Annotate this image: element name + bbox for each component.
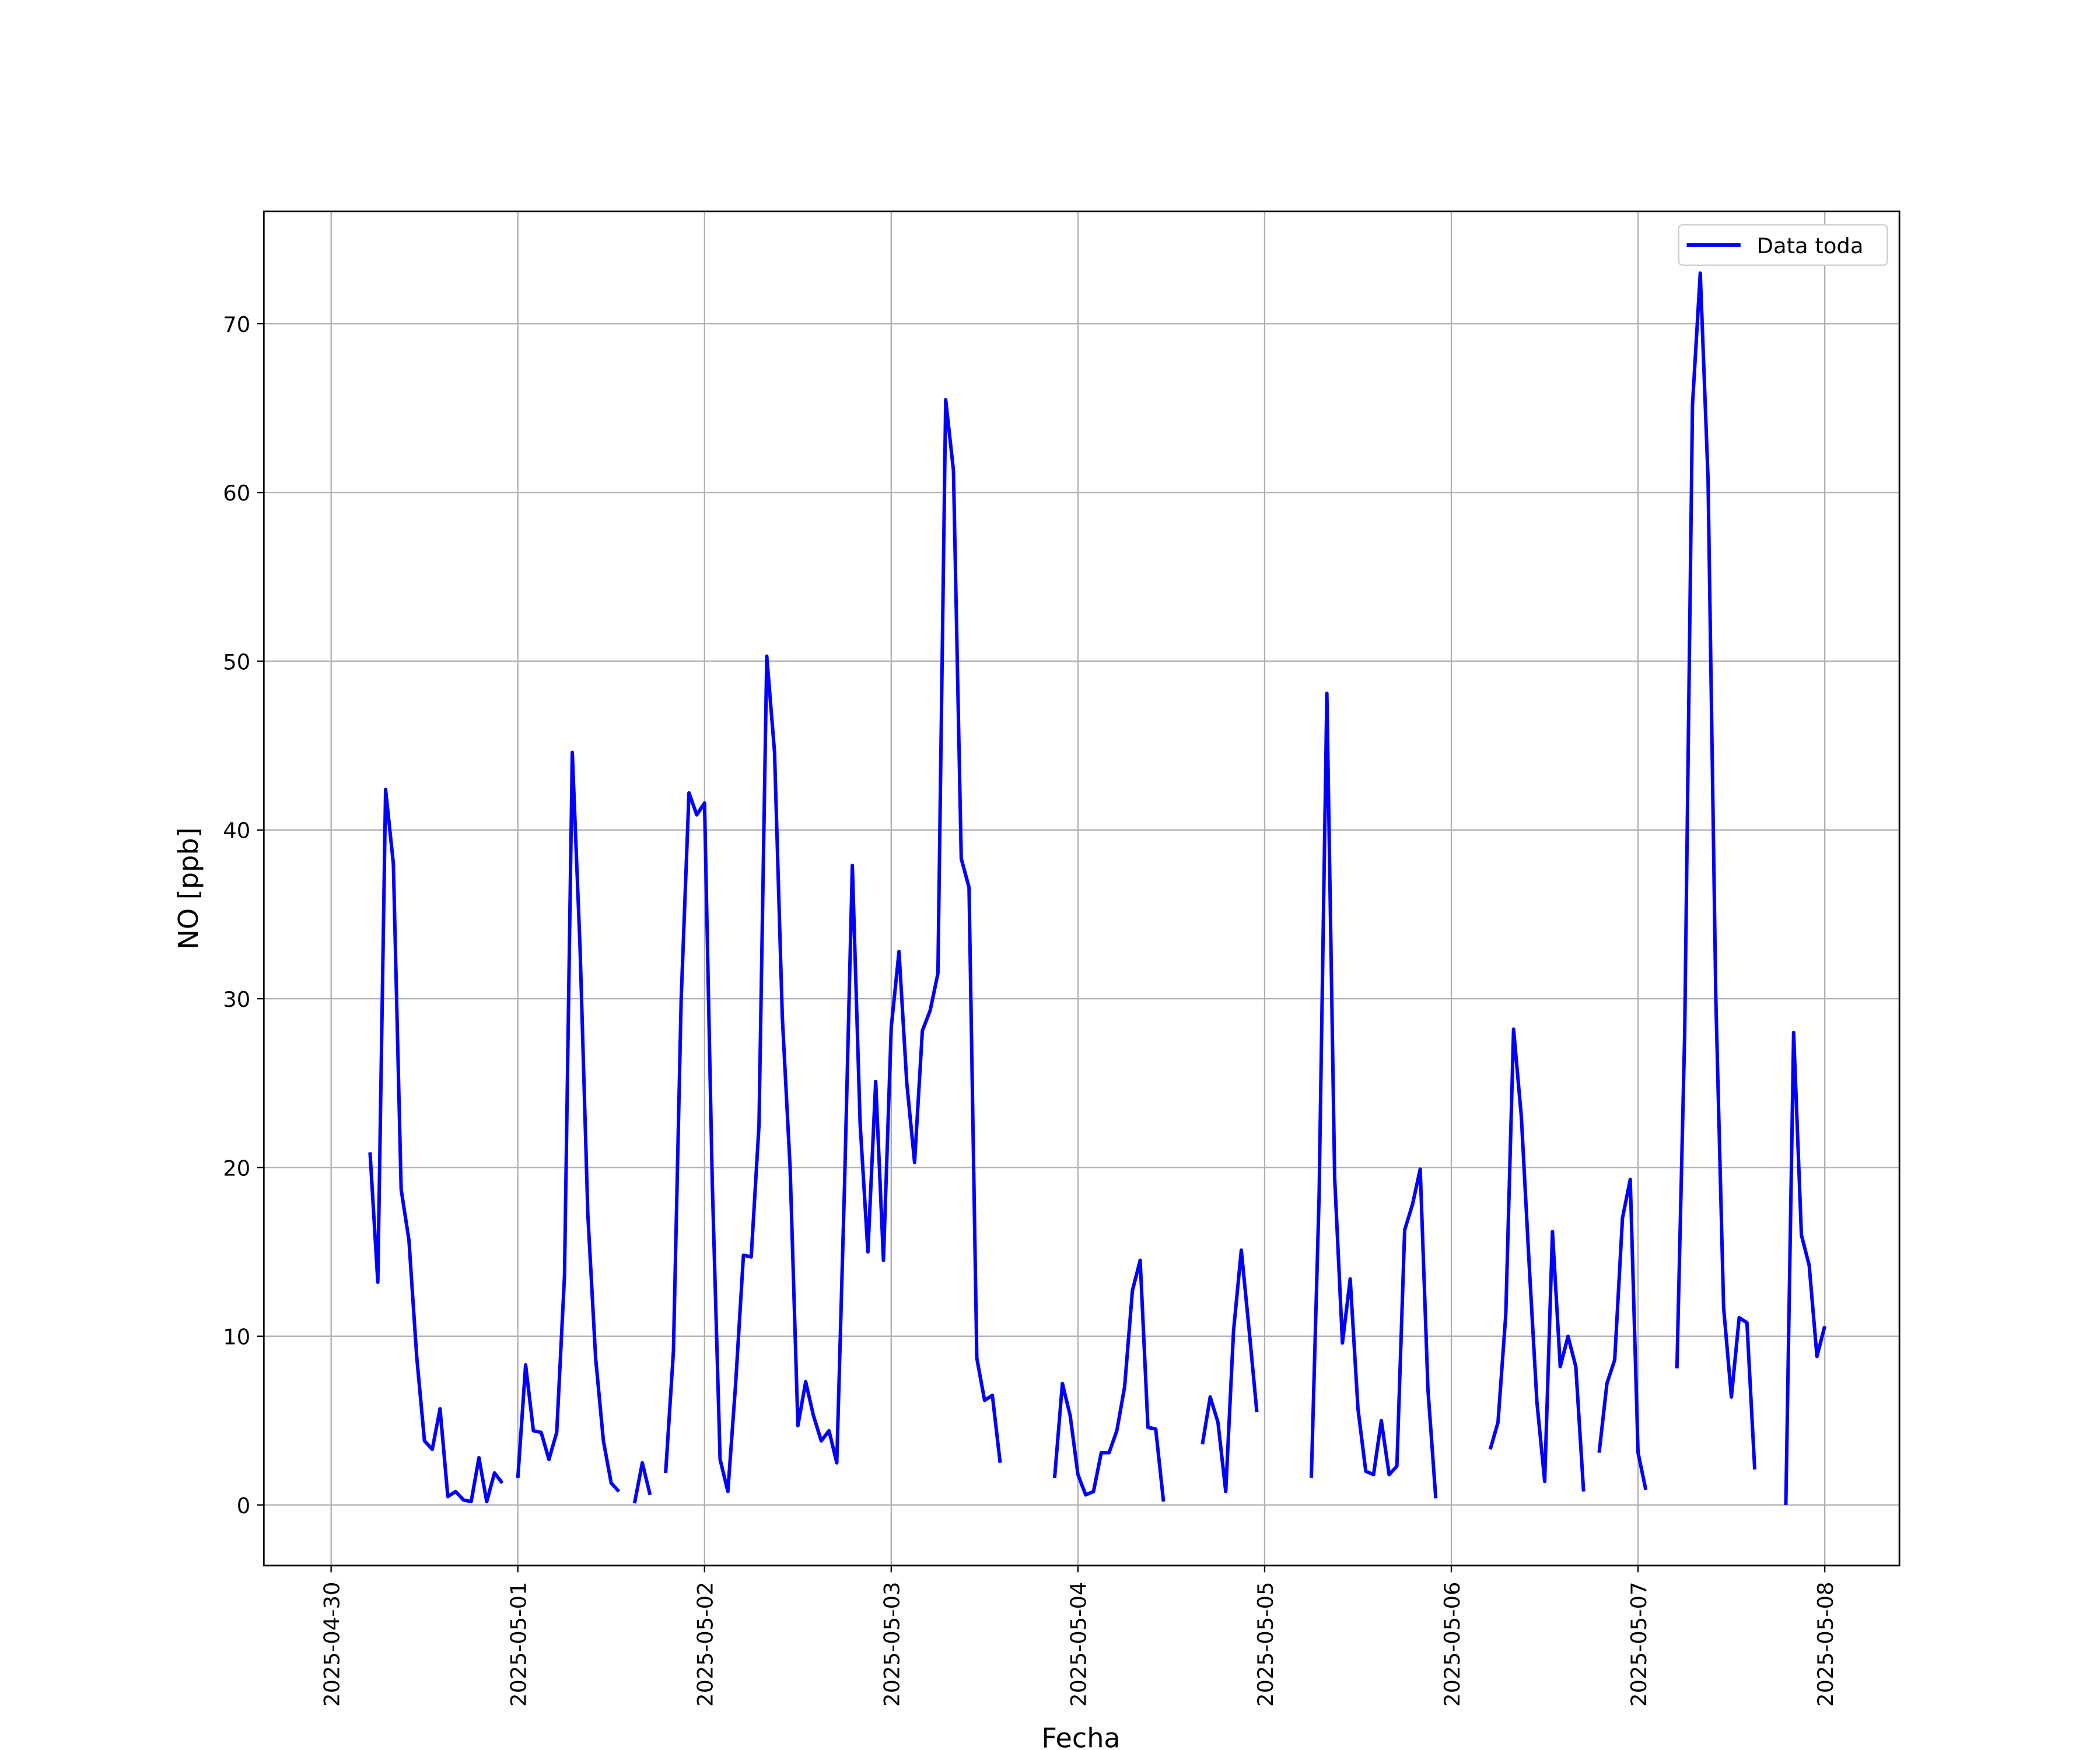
legend-box: [1678, 224, 1888, 266]
x-tick-label: 2025-05-02: [693, 1582, 718, 1707]
y-tick-label: 20: [223, 1156, 250, 1181]
x-tick-label: 2025-05-06: [1440, 1582, 1465, 1707]
x-axis-label: Fecha: [1041, 1722, 1120, 1750]
x-tick-label: 2025-05-04: [1066, 1582, 1091, 1707]
legend: Data toda: [1678, 224, 1888, 266]
x-tick-label: 2025-05-03: [880, 1582, 905, 1707]
y-tick-label: 60: [223, 481, 250, 506]
x-tick-label: 2025-05-01: [506, 1582, 531, 1707]
y-tick-label: 10: [223, 1325, 250, 1350]
x-tick-label: 2025-05-08: [1813, 1582, 1838, 1707]
y-tick-label: 30: [223, 987, 250, 1012]
plot-frame: [262, 210, 1901, 1567]
x-tick-label: 2025-05-05: [1253, 1582, 1278, 1707]
y-axis-label: NO [ppb]: [173, 827, 204, 949]
x-tick-label: 2025-05-07: [1626, 1582, 1651, 1707]
x-tick-label: 2025-04-30: [320, 1582, 345, 1707]
y-tick-label: 70: [223, 312, 250, 337]
y-tick-label: 40: [223, 818, 250, 844]
y-tick-label: 0: [237, 1493, 250, 1518]
data-line: [368, 271, 1827, 1506]
legend-label: Data toda: [1757, 233, 1864, 258]
y-tick-label: 50: [223, 649, 250, 674]
